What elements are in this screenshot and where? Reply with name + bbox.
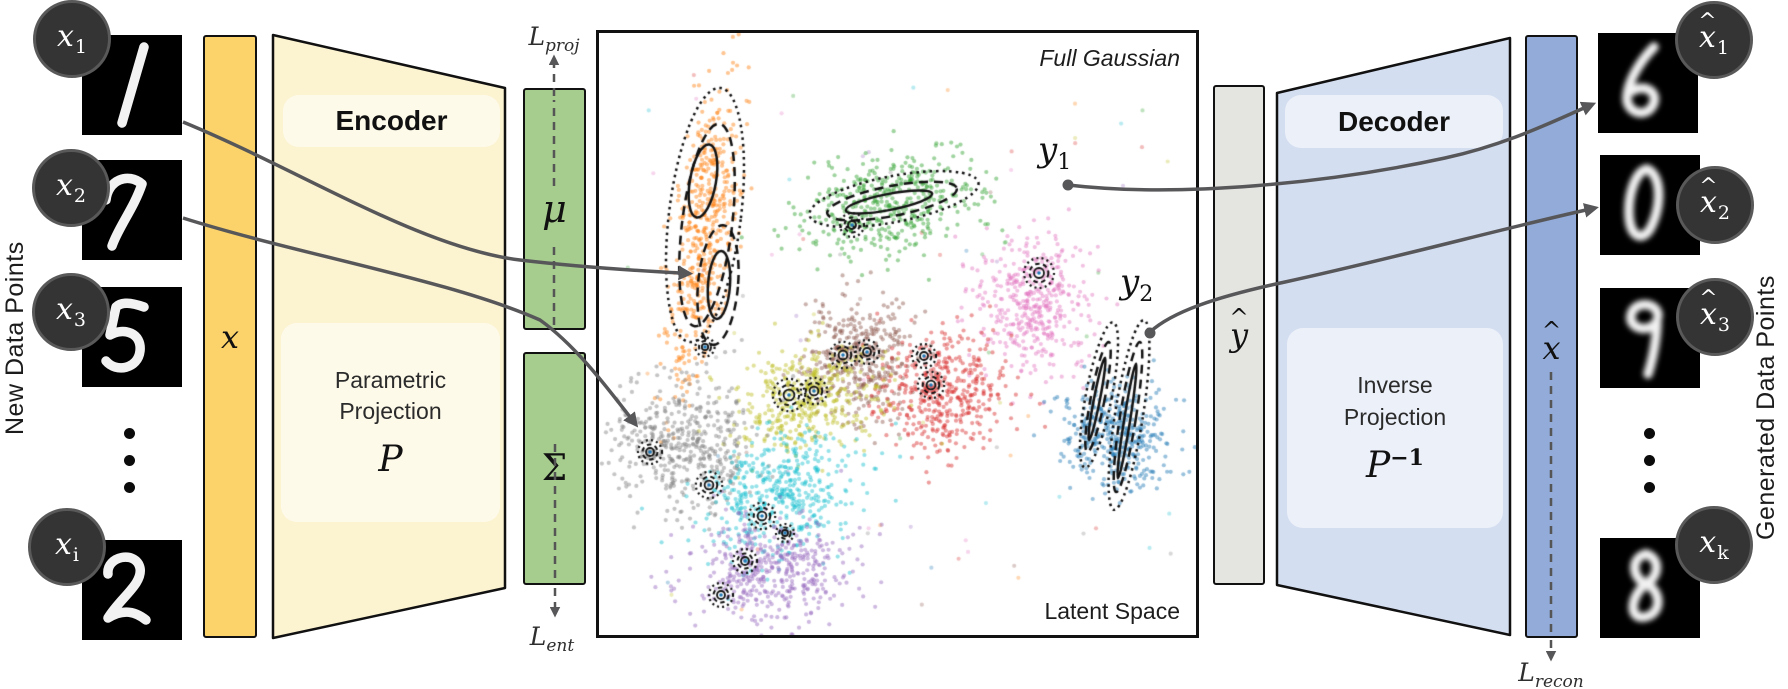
input-vector-bar-x: x bbox=[203, 35, 257, 638]
right-vertical-ellipsis bbox=[1644, 428, 1656, 509]
input-label-x2: x2 bbox=[32, 149, 110, 227]
inverse-projection-box: Inverse Projection P−1 bbox=[1287, 328, 1503, 528]
output-label-xhat3: ^ x3 bbox=[1676, 278, 1754, 356]
decoder-title-box: Decoder bbox=[1285, 95, 1503, 148]
latent-scatter-canvas bbox=[599, 33, 1196, 635]
latent-covariance-bar-sigma: Σ bbox=[523, 352, 586, 585]
right-side-label: Generated Data Points bbox=[1752, 275, 1780, 540]
input-label-xi: xi bbox=[28, 508, 106, 586]
input-label-x3: x3 bbox=[32, 273, 110, 351]
entropy-loss-label: Lent bbox=[529, 622, 575, 656]
latent-space-label: Latent Space bbox=[1044, 598, 1180, 624]
full-gaussian-label: Full Gaussian bbox=[1039, 45, 1180, 71]
output-label-xhat1: ^ x1 bbox=[1675, 1, 1753, 79]
reconstruction-loss-label: Lrecon bbox=[1518, 658, 1584, 689]
left-vertical-ellipsis bbox=[124, 428, 136, 509]
left-side-label: New Data Points bbox=[1, 241, 29, 435]
decoder-title: Decoder bbox=[1337, 105, 1451, 137]
latent-mean-bar-mu: μ bbox=[523, 88, 586, 330]
parametric-projection-box: Parametric Projection P bbox=[281, 323, 500, 522]
projection-loss-label: Lproj bbox=[528, 22, 580, 56]
sampled-vector-bar-yhat: ^ y bbox=[1213, 85, 1265, 585]
reconstruction-bar-xhat: ^ x bbox=[1525, 35, 1578, 638]
sample-label-y2: y2 bbox=[1120, 262, 1154, 307]
encoder-title-box: Encoder bbox=[283, 95, 500, 147]
input-label-x1: x1 bbox=[33, 0, 111, 78]
output-label-xk: xk bbox=[1675, 506, 1753, 584]
encoder-title: Encoder bbox=[335, 105, 448, 136]
generated-digit-image-2 bbox=[1600, 155, 1700, 255]
latent-space-plot: Full Gaussian Latent Space bbox=[596, 30, 1199, 638]
sample-label-y1: y1 bbox=[1038, 130, 1072, 175]
output-label-xhat2: ^ x2 bbox=[1676, 166, 1754, 244]
